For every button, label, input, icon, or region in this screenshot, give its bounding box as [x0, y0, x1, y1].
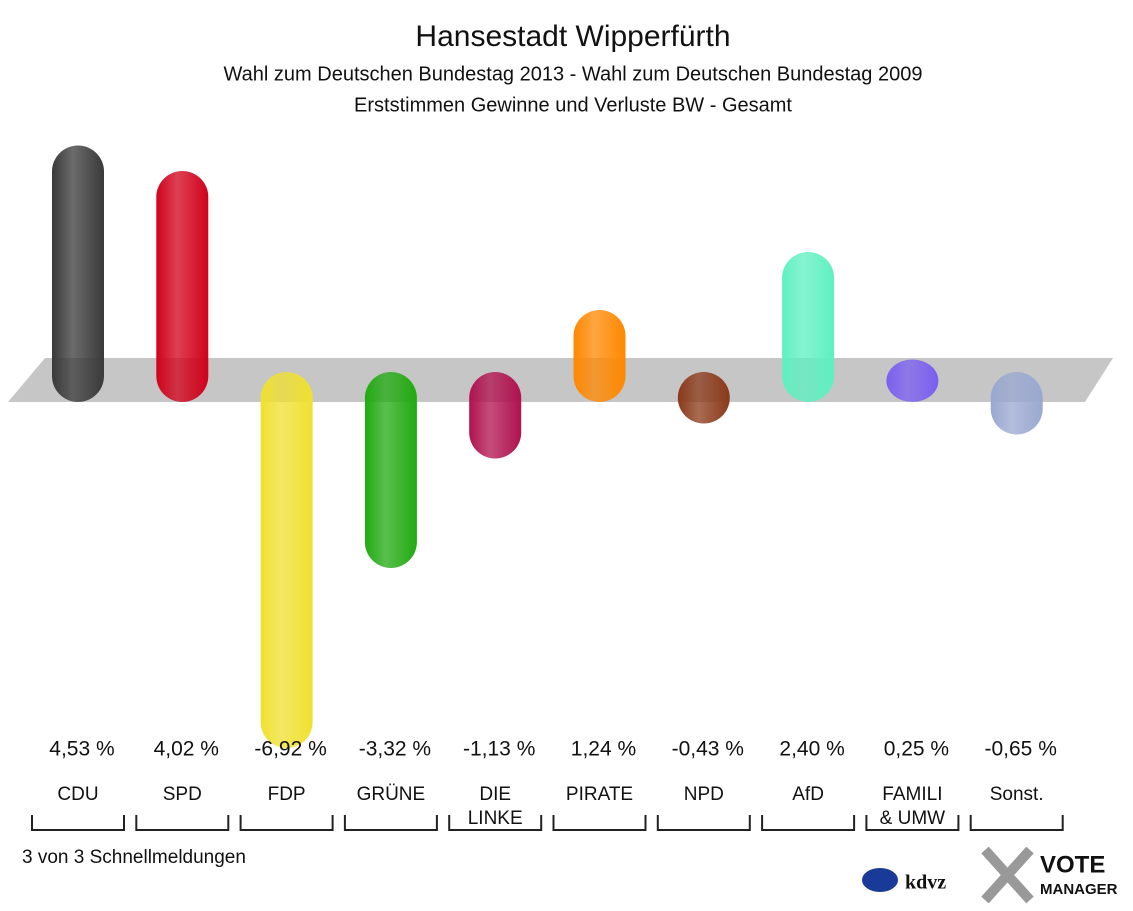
value-label: -0,43 %: [672, 738, 744, 761]
bar: [52, 145, 104, 402]
x-tick-label: CDU: [57, 784, 98, 805]
value-label: -1,13 %: [463, 738, 535, 761]
bracket: [448, 815, 543, 831]
bar: [782, 252, 835, 402]
bracket: [865, 815, 960, 831]
bracket: [343, 815, 438, 831]
x-tick-label: FDP: [268, 784, 306, 805]
x-tick-label: FAMILI & UMW: [880, 784, 946, 829]
logo-icon: [862, 868, 898, 892]
bracket: [239, 815, 334, 831]
bar: [886, 359, 939, 402]
x-tick-label: AfD: [792, 784, 824, 805]
x-tick-label: SPD: [163, 784, 202, 805]
chart-subtitle: Erststimmen Gewinne und Verluste BW - Ge…: [354, 94, 792, 116]
logo-text: kdvz: [905, 872, 946, 894]
bracket: [552, 815, 647, 831]
bar: [469, 372, 522, 459]
value-label: 2,40 %: [779, 738, 844, 761]
x-tick-label: DIE LINKE: [468, 784, 523, 829]
value-label: 1,24 %: [571, 738, 636, 761]
x-tick-label: NPD: [684, 784, 724, 805]
value-label: 4,53 %: [49, 738, 114, 761]
bar: [573, 310, 626, 402]
footer: 3 von 3 Schnellmeldungen: [22, 847, 246, 868]
value-label: -6,92 %: [254, 738, 326, 761]
x-tick-label: PIRATE: [566, 784, 633, 805]
value-label: -3,32 %: [359, 738, 431, 761]
value-label: 0,25 %: [884, 738, 949, 761]
chart-title: Hansestadt Wipperfürth: [415, 20, 730, 53]
bracket: [135, 815, 230, 831]
value-label: 4,02 %: [154, 738, 219, 761]
bracket: [656, 815, 751, 831]
bar: [260, 372, 313, 748]
bracket: [31, 815, 125, 831]
bracket: [761, 815, 856, 831]
bar: [990, 372, 1043, 435]
logo-text: VOTE: [1040, 851, 1105, 878]
bar: [156, 171, 209, 402]
bracket: [969, 815, 1064, 831]
logo-text: MANAGER: [1040, 881, 1118, 898]
logo-cross: [981, 846, 1034, 904]
value-label: -0,65 %: [985, 738, 1057, 761]
bar: [677, 372, 730, 424]
x-tick-label: Sonst.: [990, 784, 1044, 805]
bar: [364, 372, 417, 568]
x-tick-label: GRÜNE: [357, 784, 426, 805]
chart-subtitle: Wahl zum Deutschen Bundestag 2013 - Wahl…: [224, 63, 923, 85]
